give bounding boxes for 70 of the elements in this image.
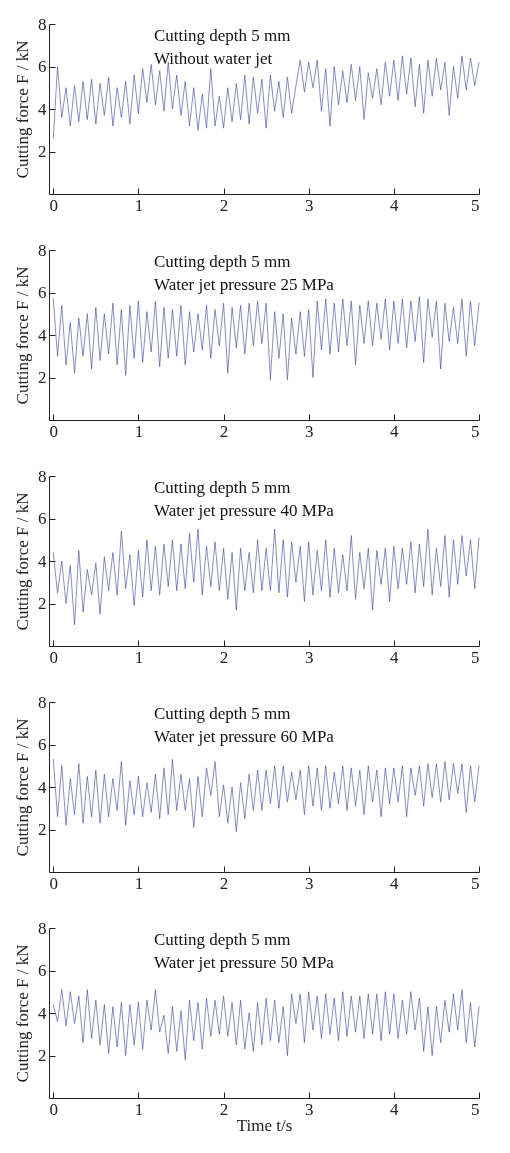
y-tick-label: 6 xyxy=(38,735,47,754)
x-tick-label: 4 xyxy=(390,873,400,893)
y-tick-label: 6 xyxy=(38,283,47,302)
x-tick-label: 1 xyxy=(134,1099,144,1119)
x-tick-label: 4 xyxy=(390,1099,400,1119)
y-tick-label: 4 xyxy=(38,1003,47,1023)
y-tick-label: 2 xyxy=(38,594,47,613)
y-tick-label: 4 xyxy=(38,551,47,571)
x-tick-label: 0 xyxy=(49,873,59,893)
annotation: Water jet pressure 40 MPa xyxy=(154,501,335,520)
x-tick-label: 3 xyxy=(304,195,314,215)
line-series xyxy=(52,528,480,626)
y-tick-label: 8 xyxy=(38,692,47,712)
y-tick-label: 2 xyxy=(38,142,47,161)
y-tick-label: 6 xyxy=(38,509,47,528)
x-tick-label: 1 xyxy=(134,421,144,441)
x-tick-label: 4 xyxy=(390,647,400,667)
x-tick-label: 5 xyxy=(471,873,480,893)
x-tick-label: 5 xyxy=(471,195,480,215)
annotation: Water jet pressure 50 MPa xyxy=(154,953,335,972)
x-tick-label: 0 xyxy=(49,1099,59,1119)
x-tick-label: 2 xyxy=(219,873,229,893)
y-tick-label: 4 xyxy=(38,99,47,119)
x-tick-label: 0 xyxy=(49,647,59,667)
x-tick-label: 3 xyxy=(304,873,314,893)
y-tick-label: 4 xyxy=(38,325,47,345)
annotation: Cutting depth 5 mm xyxy=(154,478,291,497)
x-tick-label: 5 xyxy=(471,647,480,667)
x-tick-label: 3 xyxy=(304,1099,314,1119)
x-tick-label: 1 xyxy=(134,873,144,893)
y-tick-label: 2 xyxy=(38,368,47,387)
x-tick-label: 5 xyxy=(471,1099,480,1119)
y-tick-label: 8 xyxy=(38,918,47,938)
y-tick-label: 6 xyxy=(38,961,47,980)
line-series xyxy=(52,989,480,1061)
annotation: Water jet pressure 60 MPa xyxy=(154,727,335,746)
x-tick-label: 3 xyxy=(304,421,314,441)
annotation: Without water jet xyxy=(154,49,273,68)
y-tick-label: 4 xyxy=(38,777,47,797)
annotation: Cutting depth 5 mm xyxy=(154,252,291,271)
x-tick-label: 2 xyxy=(219,1099,229,1119)
y-axis-title: Cutting force F / kN xyxy=(13,492,32,631)
x-tick-label: 0 xyxy=(49,421,59,441)
y-tick-label: 8 xyxy=(38,466,47,486)
line-series xyxy=(52,296,480,380)
x-tick-label: 1 xyxy=(134,647,144,667)
x-tick-label: 5 xyxy=(471,421,480,441)
x-tick-label: 4 xyxy=(390,195,400,215)
x-tick-label: 2 xyxy=(219,647,229,667)
y-tick-label: 2 xyxy=(38,1046,47,1065)
y-tick-label: 6 xyxy=(38,57,47,76)
y-axis-title: Cutting force F / kN xyxy=(13,266,32,405)
y-axis-title: Cutting force F / kN xyxy=(13,718,32,857)
line-series xyxy=(52,759,480,832)
y-axis-title: Cutting force F / kN xyxy=(13,944,32,1083)
y-tick-label: 2 xyxy=(38,820,47,839)
x-tick-label: 4 xyxy=(390,421,400,441)
x-tick-label: 2 xyxy=(219,195,229,215)
annotation: Water jet pressure 25 MPa xyxy=(154,275,335,294)
annotation: Cutting depth 5 mm xyxy=(154,704,291,723)
x-axis-title: Time t/s xyxy=(236,1115,293,1135)
x-tick-label: 3 xyxy=(304,647,314,667)
annotation: Cutting depth 5 mm xyxy=(154,930,291,949)
annotation: Cutting depth 5 mm xyxy=(154,26,291,45)
y-tick-label: 8 xyxy=(38,14,47,34)
x-tick-label: 0 xyxy=(49,195,59,215)
y-axis-title: Cutting force F / kN xyxy=(13,40,32,179)
x-tick-label: 2 xyxy=(219,421,229,441)
x-tick-label: 1 xyxy=(134,195,144,215)
y-tick-label: 8 xyxy=(38,240,47,260)
